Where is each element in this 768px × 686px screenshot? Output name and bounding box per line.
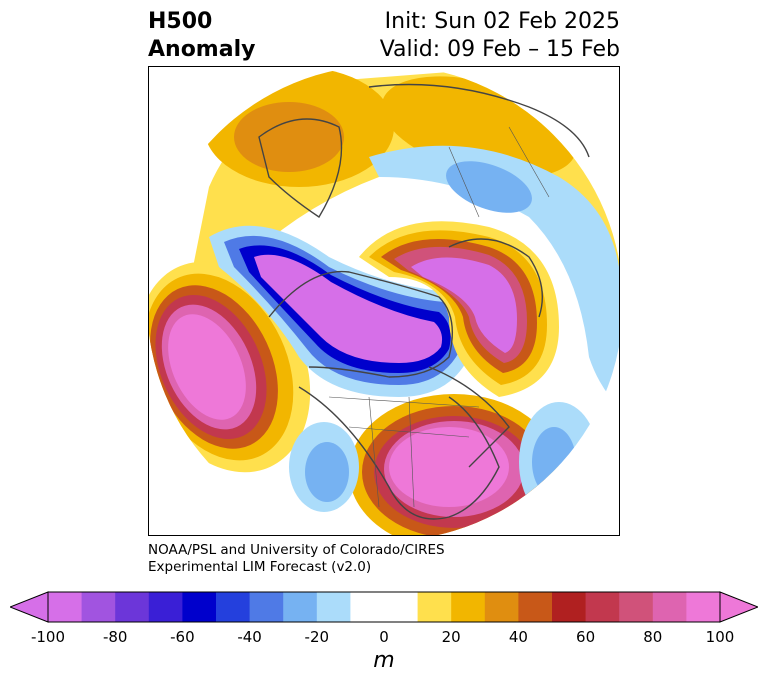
borders [328,126,550,508]
anomaly-map-svg [149,67,619,535]
colorbar-cell [249,592,284,622]
colorbar-tick-label: 80 [643,628,663,646]
colorbar-cell [451,592,486,622]
colorbar-cell [518,592,553,622]
colorbar-extend-high [719,591,758,623]
colorbar-outline [47,591,721,623]
colorbar-cell [115,592,150,622]
valid-range: Valid: 09 Feb – 15 Feb [379,37,620,62]
colorbar-tick-label: -20 [304,628,330,646]
colorbar-tick-labels: -100 -80 -60 -40 -20 0 20 40 60 80 100 [0,628,768,648]
credit-line-2: Experimental LIM Forecast (v2.0) [148,559,372,575]
colorbar-tick-label: -40 [237,628,262,646]
colorbar-cell [182,592,217,622]
colorbar-cell [316,592,351,622]
colorbar-tick-label: -80 [102,628,128,646]
colorbar-cell [417,592,452,622]
colorbar-cell [148,592,183,622]
colorbar-tick-label: 100 [705,628,735,646]
colorbar [10,591,758,623]
credit-line-1: NOAA/PSL and University of Colorado/CIRE… [148,542,445,558]
init-date: Init: Sun 02 Feb 2025 [384,9,620,34]
polar-map [148,66,620,536]
forecast-dates: Init: Sun 02 Feb 2025 Valid: 09 Feb – 15… [380,8,620,64]
colorbar-cell [585,592,620,622]
colorbar-extend-low [10,591,49,623]
credit-text: NOAA/PSL and University of Colorado/CIRE… [148,542,445,576]
colorbar-cell [652,592,687,622]
colorbar-cell [81,592,116,622]
anomaly-field [149,67,619,535]
title-type: Anomaly [148,37,256,62]
colorbar-cell [283,592,318,622]
colorbar-tick-label: 0 [379,628,389,646]
colorbar-tick-label: 20 [441,628,461,646]
colorbar-units: m [373,648,395,673]
colorbar-tick-label: -60 [170,628,195,646]
colorbar-tick-label: -100 [30,628,66,646]
colorbar-cell [48,592,83,622]
colorbar-cell [619,592,654,622]
colorbar-cells [48,592,721,622]
colorbar-cell [686,592,721,622]
colorbar-cell [552,592,587,622]
coastlines [258,83,590,520]
colorbar-tick-label: 40 [508,628,528,646]
map-title: H500 Anomaly [148,8,255,64]
colorbar-tick-label: 60 [576,628,596,646]
title-variable: H500 [148,9,213,34]
colorbar-cell [484,592,519,622]
colorbar-cell [350,592,385,622]
colorbar-cell [216,592,251,622]
colorbar-cell [384,592,419,622]
